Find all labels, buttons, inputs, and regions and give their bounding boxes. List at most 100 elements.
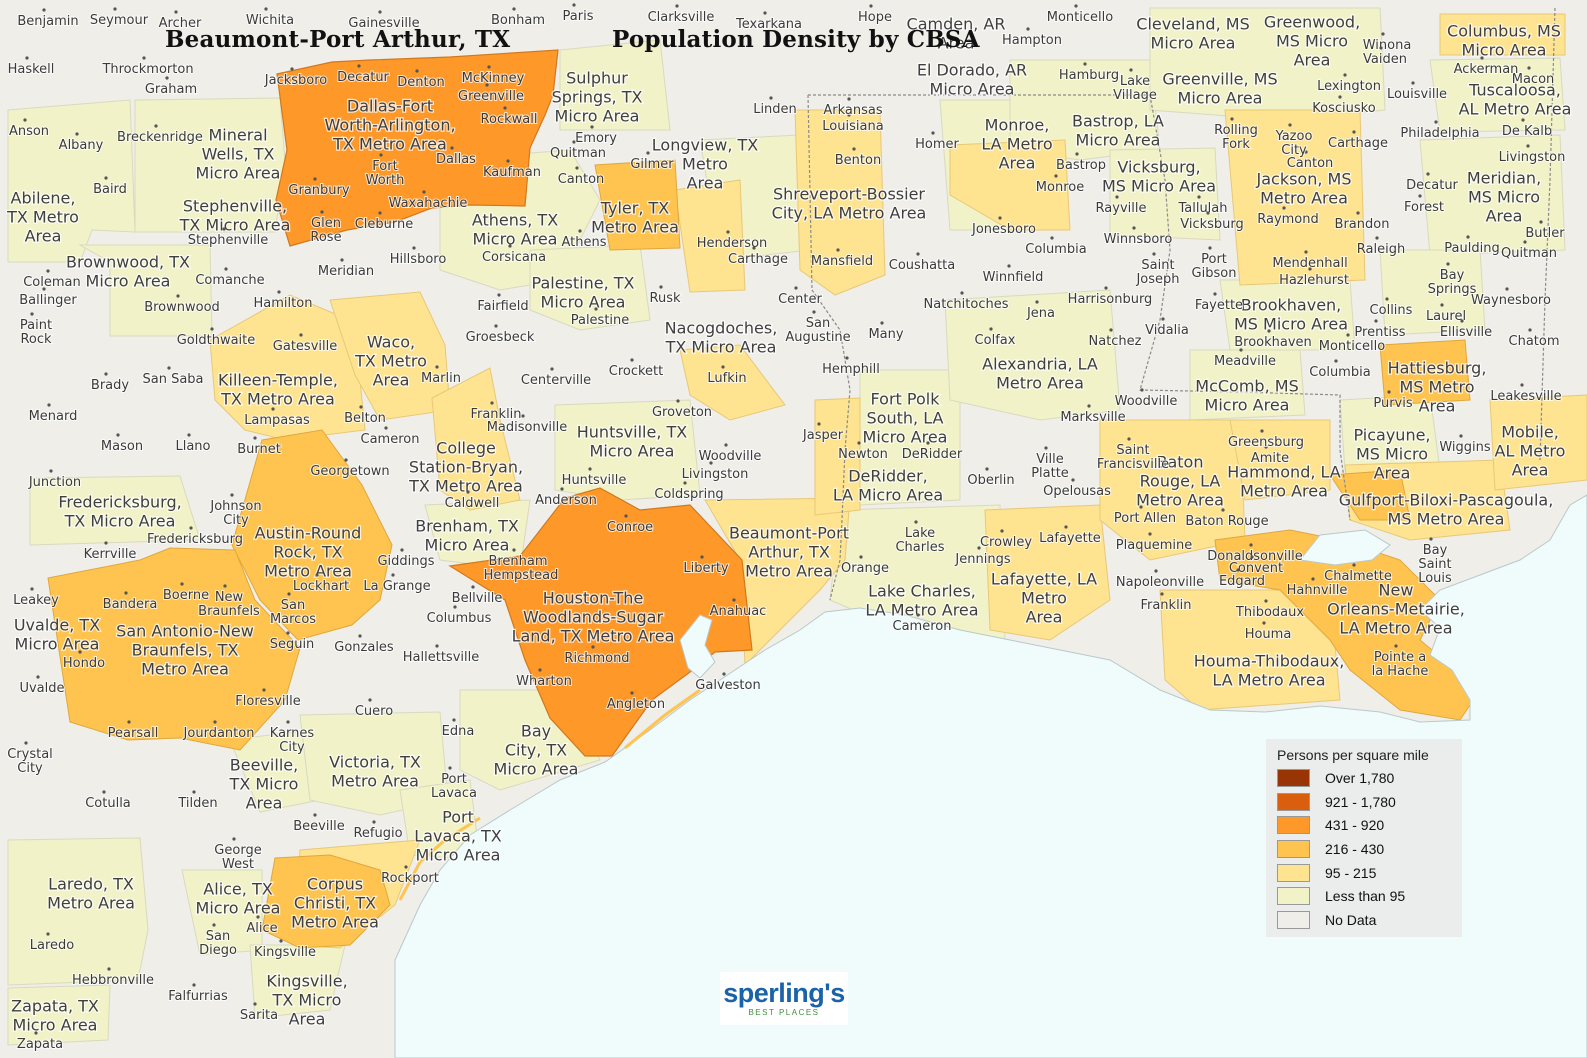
place-label-text: Centerville [521,373,591,388]
region-label-text: Mineral Wells, TX Micro Area [196,126,281,183]
place-label-text: Center [778,292,822,307]
galveston-bay [679,614,716,679]
place-label: Comanche [194,267,266,289]
place-dot [453,605,457,609]
region-label: Fort Polk South, LA Micro Area [861,388,948,448]
place-dot [1230,117,1234,121]
place-dot [726,230,730,234]
place-dot [998,216,1002,220]
place-label-text: Clarksville [648,10,715,25]
place-label: Kaufman [482,159,542,181]
place-label: Benton [834,147,882,169]
region-label-text: Uvalde, TX Micro Area [14,616,100,654]
place-label: De Kalb [1501,118,1553,140]
place-label: Raleigh [1356,236,1406,258]
place-label: Coleman [22,269,82,291]
place-dot [1064,525,1068,529]
sperlings-logo[interactable]: sperling's BEST PLACES [720,972,848,1025]
region-label: Bastrop, LA Micro Area [1071,110,1166,151]
place-dot [1109,328,1113,332]
place-dot [659,285,663,289]
place-dot [724,443,728,447]
place-label-text: Brady [91,378,129,393]
place-label: Hamburg [1058,62,1120,84]
place-label: Decatur [1405,172,1460,194]
place-label-text: Edgard [1219,574,1265,589]
place-dot [46,269,50,273]
region-label: Monroe, LA Metro Area [980,114,1054,174]
place-dot [404,865,408,869]
place-label-text: Vicksburg [1180,217,1244,232]
place-label: Port Lavaca [430,766,478,802]
place-label: Brenham [487,548,549,570]
place-label: Richmond [563,645,631,667]
place-dot [49,469,53,473]
region-label: Lafayette, LA Metro Area [990,568,1099,628]
place-label-text: Junction [28,475,81,490]
legend-item: Over 1,780 [1277,768,1394,788]
region-jackson [1224,109,1366,286]
place-label: New Braunfels [197,584,261,620]
place-label: Texarkana [734,11,803,33]
place-label: Archer [158,10,203,32]
place-label-text: Anderson [535,493,597,508]
region-label: College Station-Bryan, TX Metro Area [407,437,524,497]
place-label-text: Columbia [1309,365,1370,380]
region-monroe [949,139,1071,231]
place-dot [1387,390,1391,394]
place-dot [142,56,146,60]
place-label-text: Huntsville [562,473,627,488]
place-label-text: Livingston [1499,150,1566,165]
place-label-text: Fredericksburg [147,532,243,547]
region-label-text: Lafayette, LA Metro Area [991,570,1097,627]
region-label: Mobile, AL Metro Area [1493,421,1566,481]
place-dot [357,64,361,68]
place-label: Breckenridge [116,124,204,146]
legend-item: 216 - 430 [1277,839,1384,859]
place-label: Anahuac [709,598,767,620]
place-label-text: Waxahachie [389,196,468,211]
place-dot [926,441,930,445]
map-title: Beaumont-Port Arthur, TX [165,26,511,53]
place-label: San Saba [141,366,205,388]
place-label-text: Prentiss [1354,325,1405,340]
place-dot [1505,287,1509,291]
place-label-text: Mansfield [811,254,873,269]
place-dot [485,83,489,87]
region-label: Austin-Round Rock, TX Metro Area [253,522,362,582]
place-label-text: Port Allen [1114,511,1176,526]
place-label-text: Ackerman [1454,62,1519,77]
place-dot [180,582,184,586]
place-dot [75,132,79,136]
place-label: Goldthwaite [176,327,256,349]
place-dot [1161,317,1165,321]
place-label-text: Brenham [488,554,547,569]
place-label-text: Houma [1245,627,1292,642]
place-label-text: Richmond [564,651,629,666]
region-label-text: Brownwood, TX Micro Area [66,253,190,291]
place-label-text: Granbury [288,183,349,198]
region-label-text: Huntsville, TX Micro Area [577,423,688,461]
place-dot [412,246,416,250]
place-label-text: Collins [1370,303,1413,318]
place-dot [1026,27,1030,31]
place-label: Greensburg [1227,429,1305,451]
place-dot [1460,319,1464,323]
place-label-text: Columbia [1025,242,1086,257]
place-label-text: Quitman [550,146,606,161]
place-dot [42,8,46,12]
place-label: Livingston [1498,144,1566,166]
place-label-text: Cameron [361,432,420,447]
place-label-text: Louisiana [822,119,883,134]
place-label-text: Laredo [30,938,75,953]
place-label-text: Lake Village [1113,74,1157,103]
place-label-text: Chatom [1509,334,1560,349]
place-label: Angleton [606,691,666,713]
place-label: Lake Village [1112,68,1158,104]
region-label: Baton Rouge, LA Metro Area [1135,451,1225,511]
place-label-text: Hazlehurst [1279,273,1349,288]
place-label-text: Ballinger [19,293,77,308]
place-label-text: Opelousas [1043,484,1111,499]
